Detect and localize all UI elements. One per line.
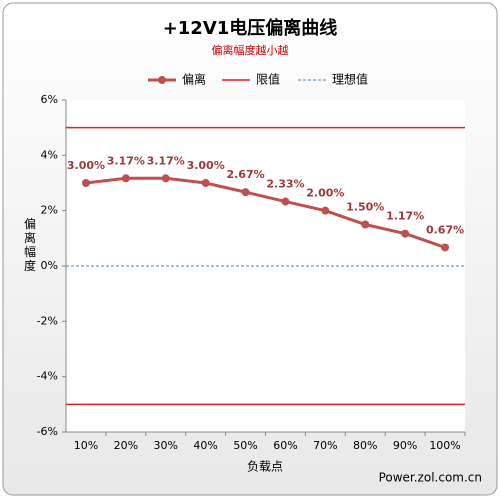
x-tick-label: 20% (114, 439, 138, 452)
point (401, 229, 410, 238)
chart-title: +12V1电压偏离曲线 (163, 17, 338, 39)
value-label: 3.17% (147, 154, 185, 167)
point (121, 174, 130, 183)
y-tick-label: -4% (37, 370, 58, 383)
x-tick-label: 90% (393, 439, 417, 452)
y-tick-label: 4% (41, 148, 58, 161)
point (81, 179, 90, 187)
point (201, 179, 210, 187)
legend-label: 偏离 (182, 72, 206, 87)
value-label: 3.00% (67, 159, 105, 172)
value-label: 1.50% (346, 201, 384, 214)
point (281, 197, 290, 206)
plot-area (66, 100, 465, 432)
point (161, 174, 170, 183)
point (241, 188, 250, 197)
x-tick-label: 40% (193, 439, 217, 452)
value-label: 3.00% (187, 159, 225, 172)
y-tick-label: 0% (41, 259, 58, 272)
x-tick-label: 30% (154, 439, 178, 452)
legend-label: 限值 (256, 72, 280, 87)
point (361, 220, 370, 229)
legend-marker (158, 76, 166, 84)
value-label: 2.67% (226, 168, 264, 181)
x-tick-label: 100% (429, 439, 460, 452)
y-tick-label: 2% (41, 204, 58, 217)
x-tick-label: 80% (353, 439, 377, 452)
y-axis-label: 偏离幅度 (24, 216, 36, 273)
value-label: 3.17% (107, 154, 145, 167)
value-label: 2.33% (266, 178, 304, 191)
point (321, 206, 330, 215)
value-label: 0.67% (426, 223, 464, 236)
value-label: 2.00% (306, 187, 344, 200)
y-tick-label: -6% (37, 425, 58, 438)
chart-subtitle: 偏离幅度越小越 (212, 43, 289, 57)
value-label: 1.17% (386, 210, 424, 223)
point (441, 243, 450, 252)
y-tick-label: 6% (41, 93, 58, 106)
deviation-line (85, 176, 446, 249)
x-tick-label: 60% (273, 439, 297, 452)
legend-label: 理想值 (332, 72, 368, 87)
x-tick-label: 50% (233, 439, 257, 452)
x-tick-label: 10% (74, 439, 98, 452)
y-tick-label: -2% (37, 314, 58, 327)
x-tick-label: 70% (313, 439, 337, 452)
source: Power.zol.com.cn (379, 471, 482, 485)
x-axis-label: 负载点 (247, 460, 283, 474)
